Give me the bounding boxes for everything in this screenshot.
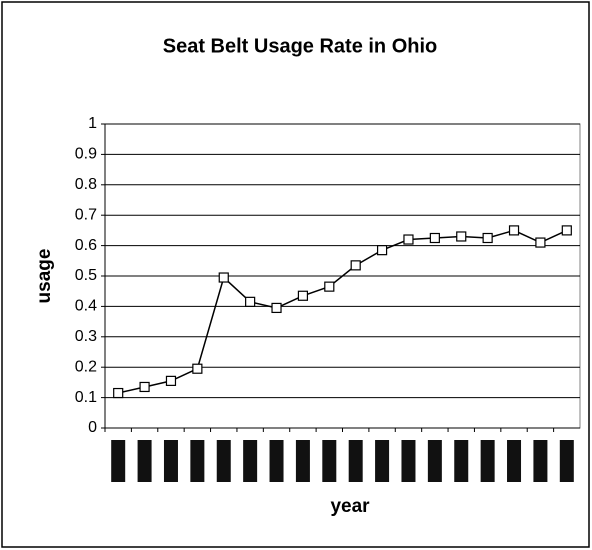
y-tick-label: 0.1 <box>75 389 97 406</box>
point-marker <box>561 225 572 236</box>
point-marker <box>245 296 256 307</box>
x-tick-label-block <box>137 440 152 482</box>
x-tick-label-block <box>533 440 548 482</box>
x-tick-label-block <box>295 440 310 482</box>
y-tick-label: 0.8 <box>75 176 97 193</box>
x-tick-label-block <box>190 440 205 482</box>
point-marker <box>165 375 177 386</box>
y-tick-label: 0.4 <box>75 298 97 315</box>
y-axis-title: usage <box>34 249 55 304</box>
x-tick-label-block <box>454 440 469 482</box>
point-marker <box>271 302 282 314</box>
point-marker <box>535 237 546 248</box>
y-tick-label: 0.5 <box>75 267 97 284</box>
x-tick-label-block <box>507 440 522 482</box>
x-tick-label-block <box>427 440 442 482</box>
x-tick-label-block <box>322 440 337 482</box>
x-tick-label-block <box>559 440 574 482</box>
point-marker <box>218 272 229 283</box>
y-tick-label: 0.2 <box>75 358 97 375</box>
y-tick-label: 0.3 <box>75 328 97 345</box>
point-marker <box>350 260 361 271</box>
y-tick-label: 0.7 <box>75 206 97 223</box>
point-marker <box>429 232 440 244</box>
point-marker <box>482 232 493 244</box>
x-tick-label-block <box>163 440 178 482</box>
chart-title: Seat Belt Usage Rate in Ohio <box>163 35 438 57</box>
x-tick-label-block <box>111 440 126 482</box>
point-marker <box>297 290 309 301</box>
x-tick-label-block <box>348 440 363 482</box>
x-axis-title: year <box>330 496 370 517</box>
y-tick-label: 0 <box>88 419 97 436</box>
x-tick-label-block <box>375 440 390 482</box>
point-marker <box>139 381 150 393</box>
x-tick-label-block <box>243 440 258 482</box>
y-tick-label: 1 <box>88 115 97 132</box>
x-tick-label-block <box>269 440 284 482</box>
point-marker <box>192 363 203 374</box>
point-marker <box>508 225 520 236</box>
y-tick-label: 0.9 <box>75 146 97 163</box>
point-marker <box>324 281 335 292</box>
y-tick-label: 0.6 <box>75 237 97 254</box>
x-tick-label-block <box>480 440 495 482</box>
x-tick-label-block <box>401 440 416 482</box>
point-marker <box>403 234 414 245</box>
point-marker <box>113 387 124 399</box>
x-tick-label-block <box>216 440 231 482</box>
point-marker <box>376 245 388 256</box>
point-marker <box>456 231 467 242</box>
